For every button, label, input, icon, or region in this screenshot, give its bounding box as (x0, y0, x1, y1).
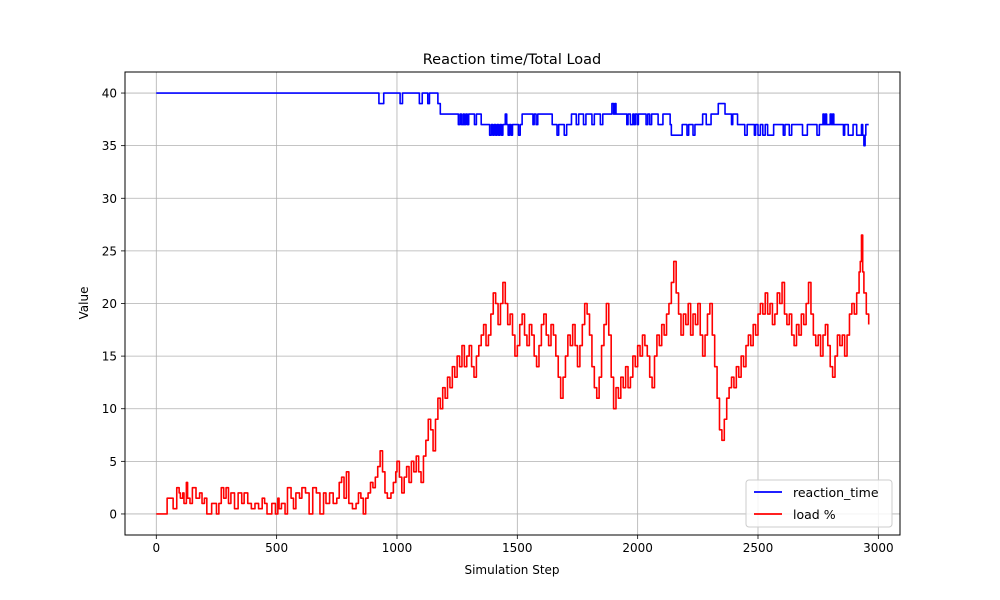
chart-title: Reaction time/Total Load (423, 52, 602, 68)
y-tick-label: 10 (102, 402, 117, 416)
y-tick-label: 0 (109, 507, 117, 521)
x-tick-label: 2000 (622, 541, 653, 555)
x-tick-label: 500 (265, 541, 288, 555)
x-axis-ticks: 0 500 1000 1500 2000 2500 3000 (152, 535, 894, 555)
series-line-load (156, 234, 870, 515)
x-tick-label: 2500 (743, 541, 774, 555)
y-axis-label: Value (77, 287, 91, 320)
x-tick-label: 0 (152, 541, 160, 555)
y-tick-label: 25 (102, 244, 117, 258)
legend: reaction_time load % (745, 479, 893, 528)
y-tick-label: 5 (109, 455, 117, 469)
grid (125, 72, 900, 535)
legend-label-reaction-time: reaction_time (793, 485, 879, 500)
y-tick-label: 30 (102, 192, 117, 206)
x-tick-label: 1500 (502, 541, 533, 555)
series-line-reaction-time (156, 92, 869, 147)
x-tick-label: 1000 (382, 541, 413, 555)
y-axis-ticks: 0 5 10 15 20 25 30 35 40 (102, 87, 125, 521)
legend-box (745, 479, 893, 528)
series-layer (156, 92, 870, 515)
y-tick-label: 15 (102, 350, 117, 364)
x-axis-label: Simulation Step (464, 563, 559, 577)
y-tick-label: 40 (102, 87, 117, 101)
y-tick-label: 35 (102, 139, 117, 153)
legend-label-load: load % (793, 507, 836, 522)
y-tick-label: 20 (102, 297, 117, 311)
x-tick-label: 3000 (863, 541, 894, 555)
